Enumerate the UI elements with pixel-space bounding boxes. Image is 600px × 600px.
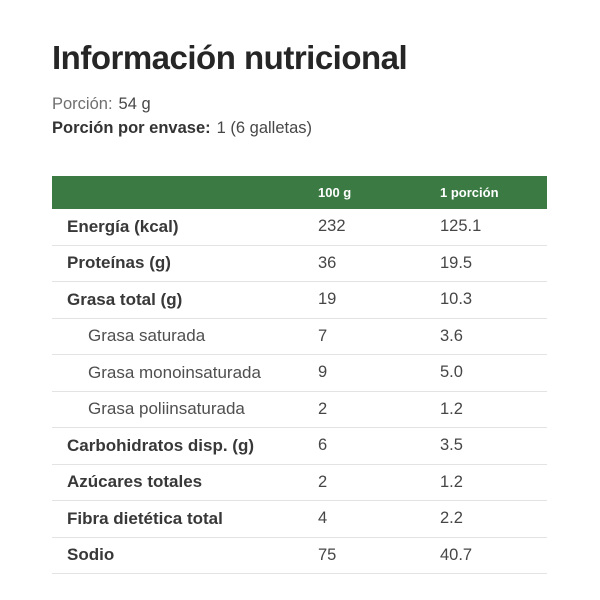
value-100g: 232 — [318, 217, 346, 236]
nutrition-label-page: Información nutricional Porción: 54 g Por… — [52, 39, 547, 574]
table-row-grasa-saturada: Grasa saturada 7 3.6 — [52, 319, 547, 355]
value-portion: 19.5 — [440, 253, 473, 272]
row-label: Proteínas (g) — [67, 253, 171, 273]
table-row-energia: Energía (kcal) 232 125.1 — [52, 209, 547, 246]
servings-per-container-label: Porción por envase: — [52, 119, 211, 137]
table-row-grasa-total: Grasa total (g) 19 10.3 — [52, 282, 547, 319]
value-100g: 36 — [318, 253, 337, 272]
row-label: Energía (kcal) — [67, 216, 179, 236]
value-100g: 4 — [318, 509, 328, 528]
row-label: Azúcares totales — [67, 472, 203, 492]
value-portion: 40.7 — [440, 545, 473, 564]
row-label: Grasa total (g) — [67, 289, 183, 309]
column-header-100g: 100 g — [318, 185, 352, 200]
value-100g: 7 — [318, 326, 328, 345]
row-label: Carbohidratos disp. (g) — [67, 435, 254, 455]
row-label: Sodio — [67, 545, 115, 565]
value-portion: 1.2 — [440, 399, 463, 418]
nutrition-table: 100 g 1 porción Energía (kcal) 232 125.1… — [52, 176, 547, 574]
value-100g: 9 — [318, 363, 328, 382]
row-label: Grasa saturada — [88, 326, 206, 346]
page-title: Información nutricional — [52, 39, 408, 76]
table-row-fibra: Fibra dietética total 4 2.2 — [52, 501, 547, 538]
value-portion: 125.1 — [440, 217, 482, 236]
serving-size-label: Porción: — [52, 95, 113, 113]
value-100g: 6 — [318, 436, 328, 455]
value-portion: 3.6 — [440, 326, 463, 345]
table-header-row: 100 g 1 porción — [52, 176, 547, 209]
value-portion: 3.5 — [440, 436, 463, 455]
value-portion: 10.3 — [440, 290, 473, 309]
servings-per-container-line: Porción por envase: 1 (6 galletas) — [52, 117, 547, 139]
value-100g: 19 — [318, 290, 337, 309]
value-portion: 1.2 — [440, 472, 463, 491]
table-row-grasa-poliinsaturada: Grasa poliinsaturada 2 1.2 — [52, 392, 547, 428]
serving-size-line: Porción: 54 g — [52, 93, 547, 115]
row-label: Fibra dietética total — [67, 508, 223, 528]
table-row-sodio: Sodio 75 40.7 — [52, 538, 547, 574]
table-row-grasa-monoinsaturada: Grasa monoinsaturada 9 5.0 — [52, 355, 547, 392]
table-row-azucares: Azúcares totales 2 1.2 — [52, 465, 547, 501]
servings-per-container-value: 1 (6 galletas) — [216, 119, 313, 137]
row-label: Grasa monoinsaturada — [88, 362, 261, 382]
value-100g: 2 — [318, 399, 328, 418]
value-100g: 2 — [318, 472, 328, 491]
row-label: Grasa poliinsaturada — [88, 399, 245, 419]
value-100g: 75 — [318, 545, 337, 564]
table-row-carbohidratos: Carbohidratos disp. (g) 6 3.5 — [52, 428, 547, 465]
value-portion: 2.2 — [440, 509, 463, 528]
table-row-proteinas: Proteínas (g) 36 19.5 — [52, 246, 547, 282]
column-header-portion: 1 porción — [440, 185, 499, 200]
value-portion: 5.0 — [440, 363, 463, 382]
serving-size-value: 54 g — [118, 95, 151, 113]
